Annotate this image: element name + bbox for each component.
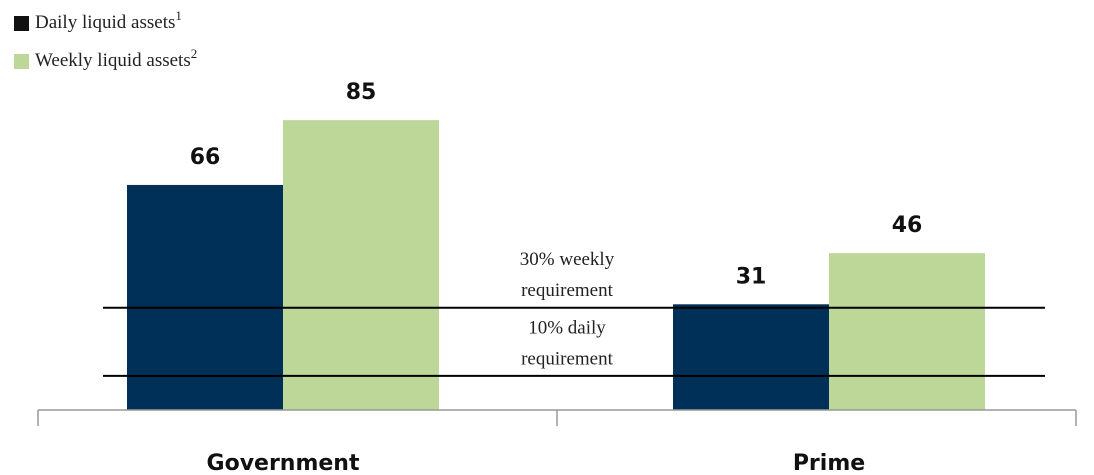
reference-label: 10% daily bbox=[528, 317, 606, 338]
value-label: 31 bbox=[736, 264, 767, 289]
value-label: 85 bbox=[346, 80, 377, 105]
legend-swatch bbox=[14, 16, 29, 31]
bar bbox=[673, 304, 829, 410]
x-tick-label: Government bbox=[207, 451, 360, 475]
legend-swatch bbox=[14, 54, 29, 69]
legend-footnote: 2 bbox=[191, 46, 198, 61]
value-label: 46 bbox=[892, 213, 923, 238]
legend-label: Weekly liquid assets2 bbox=[35, 46, 197, 71]
x-tick-label: Prime bbox=[793, 451, 865, 475]
bar bbox=[829, 253, 985, 410]
value-label: 66 bbox=[190, 145, 221, 170]
legend-text: Weekly liquid assets bbox=[35, 50, 191, 71]
legend-text: Daily liquid assets bbox=[35, 12, 175, 33]
legend-footnote: 1 bbox=[175, 8, 182, 23]
reference-label: requirement bbox=[521, 280, 614, 301]
reference-label: 30% weekly bbox=[520, 249, 615, 270]
bar bbox=[283, 120, 439, 411]
reference-label: requirement bbox=[521, 348, 614, 369]
legend-label: Daily liquid assets1 bbox=[35, 8, 182, 33]
bar bbox=[127, 184, 283, 410]
